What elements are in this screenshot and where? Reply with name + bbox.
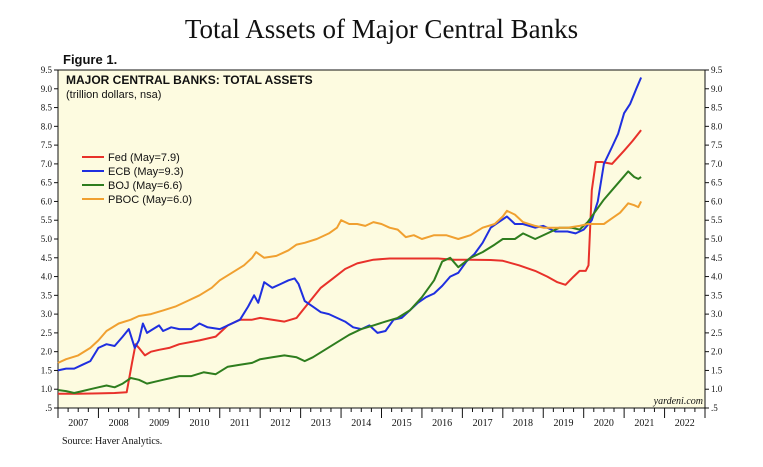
- y-tick-label-right: 9.5: [711, 65, 723, 75]
- y-tick-label-left: 7.5: [41, 140, 53, 150]
- y-tick-label-right: 5.5: [711, 215, 723, 225]
- x-tick-label: 2018: [513, 418, 533, 429]
- y-tick-label-right: 4.0: [711, 272, 723, 282]
- x-tick-label: 2015: [392, 418, 412, 429]
- legend-label-pboc: PBOC (May=6.0): [108, 194, 192, 206]
- x-tick-label: 2010: [190, 418, 210, 429]
- credit-label: yardeni.com: [653, 396, 703, 407]
- y-tick-label-right: 1.0: [711, 384, 723, 394]
- series-line-pboc: [57, 200, 642, 364]
- y-tick-label-right: 3.5: [711, 290, 723, 300]
- y-tick-label-left: 8.0: [41, 121, 53, 131]
- y-tick-label-left: 6.5: [41, 178, 53, 188]
- y-tick-label-right: 7.5: [711, 140, 723, 150]
- legend: Fed (May=7.9) ECB (May=9.3) BOJ (May=6.6) P…: [82, 152, 192, 206]
- y-tick-label-right: .5: [711, 403, 718, 413]
- page-title: Total Assets of Major Central Banks: [184, 14, 579, 44]
- x-tick-label: 2011: [230, 418, 250, 429]
- y-tick-label-right: 8.0: [711, 121, 723, 131]
- y-tick-label-left: 4.5: [41, 253, 53, 263]
- y-tick-label-right: 2.5: [711, 328, 723, 338]
- y-tick-label-left: 3.5: [41, 290, 53, 300]
- y-tick-label-left: 5.5: [41, 215, 53, 225]
- x-tick-label: 2021: [634, 418, 654, 429]
- y-axis-right: 9.5 9.0 8.5 8.0 7.5 7.0 6.5 6.0 5.5 5.0 4.5 4.0 3.5 3…: [705, 65, 723, 413]
- x-tick-label: 2009: [149, 418, 169, 429]
- legend-label-fed: Fed (May=7.9): [108, 152, 180, 164]
- y-tick-label-right: 6.0: [711, 196, 723, 206]
- y-tick-label-right: 6.5: [711, 178, 723, 188]
- y-tick-label-right: 5.0: [711, 234, 723, 244]
- y-tick-label-right: 3.0: [711, 309, 723, 319]
- y-tick-label-left: 8.5: [41, 103, 53, 113]
- y-tick-label-left: 1.5: [41, 365, 53, 375]
- y-tick-label-left: .5: [45, 403, 52, 413]
- x-tick-label: 2014: [351, 418, 371, 429]
- x-tick-label: 2016: [432, 418, 452, 429]
- x-tick-label: 2017: [473, 418, 493, 429]
- y-tick-label-left: 9.0: [41, 84, 53, 94]
- series-layer: [57, 77, 643, 395]
- x-axis: 2007 2008 2009 2010 2011 2012 2013 2014 2015 2016…: [57, 408, 706, 429]
- y-tick-label-right: 8.5: [711, 103, 723, 113]
- plot-panel: [57, 69, 706, 409]
- x-tick-label: 2008: [109, 418, 129, 429]
- y-axis-left: 9.5 9.0 8.5 8.0 7.5 7.0 6.5 6.0 5.5 5.0 4.5 4.0 3.5 3…: [41, 65, 58, 413]
- x-tick-label: 2019: [553, 418, 573, 429]
- y-tick-label-right: 1.5: [711, 365, 723, 375]
- y-tick-label-left: 2.0: [41, 347, 53, 357]
- y-tick-label-right: 9.0: [711, 84, 723, 94]
- y-tick-label-left: 3.0: [41, 309, 53, 319]
- y-tick-label-left: 1.0: [41, 384, 53, 394]
- x-tick-label: 2022: [675, 418, 695, 429]
- chart-subtitle: (trillion dollars, nsa): [66, 89, 161, 101]
- legend-label-ecb: ECB (May=9.3): [108, 166, 184, 178]
- y-tick-label-right: 2.0: [711, 347, 723, 357]
- source-note: Source: Haver Analytics.: [62, 436, 163, 447]
- x-tick-label: 2007: [68, 418, 88, 429]
- y-tick-label-left: 6.0: [41, 196, 53, 206]
- y-tick-label-left: 7.0: [41, 159, 53, 169]
- x-tick-label: 2012: [270, 418, 290, 429]
- y-tick-label-left: 2.5: [41, 328, 53, 338]
- chart-title: MAJOR CENTRAL BANKS: TOTAL ASSETS: [66, 73, 313, 87]
- figure-label: Figure 1.: [63, 52, 118, 67]
- y-tick-label-right: 7.0: [711, 159, 723, 169]
- x-tick-label: 2013: [311, 418, 331, 429]
- series-line-fed: [58, 129, 642, 395]
- y-tick-label-left: 9.5: [41, 65, 53, 75]
- legend-label-boj: BOJ (May=6.6): [108, 180, 182, 192]
- y-tick-label-right: 4.5: [711, 253, 723, 263]
- y-tick-label-left: 5.0: [41, 234, 53, 244]
- y-tick-label-left: 4.0: [41, 272, 53, 282]
- x-tick-label: 2020: [594, 418, 614, 429]
